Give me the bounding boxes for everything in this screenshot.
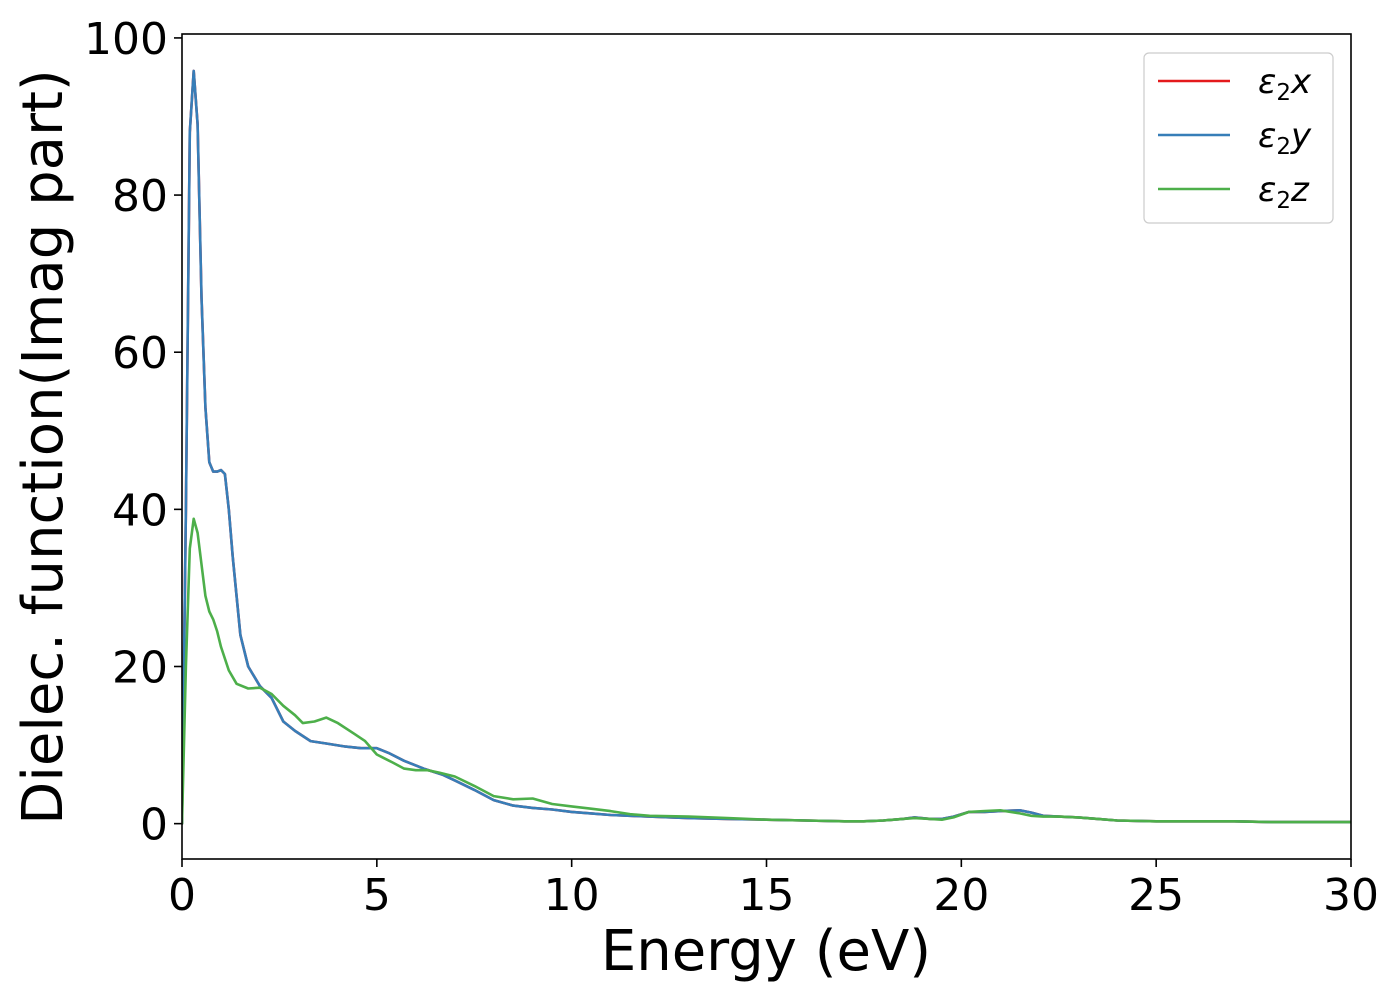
legend-label-z: ε2z [1258,170,1310,214]
y-tick-label: 0 [140,800,168,851]
x-tick-label: 25 [1128,870,1184,921]
y-axis-label: Dielec. function(Imag part) [11,69,76,825]
legend-box [1143,52,1334,224]
series-layer [182,69,1351,825]
series-line-y [182,69,1351,825]
y-tick-label: 40 [112,485,168,536]
legend-label-y: ε2y [1258,116,1312,160]
x-tick-label: 10 [544,870,600,921]
x-axis-ticks: 0 5 10 15 20 25 30 [168,859,1379,921]
y-tick-label: 80 [112,171,168,222]
x-tick-label: 30 [1323,870,1379,921]
legend: ε2x ε2y ε2z [1143,52,1334,224]
x-tick-label: 20 [933,870,989,921]
x-tick-label: 0 [168,870,196,921]
y-tick-label: 100 [84,14,168,65]
x-axis-label: Energy (eV) [601,919,931,984]
x-tick-label: 15 [739,870,795,921]
y-tick-label: 20 [112,643,168,694]
y-axis-ticks: 0 20 40 60 80 100 [84,14,182,851]
series-line-z [182,517,1351,825]
x-tick-label: 5 [363,870,391,921]
y-tick-label: 60 [112,328,168,379]
legend-label-x: ε2x [1258,62,1312,106]
